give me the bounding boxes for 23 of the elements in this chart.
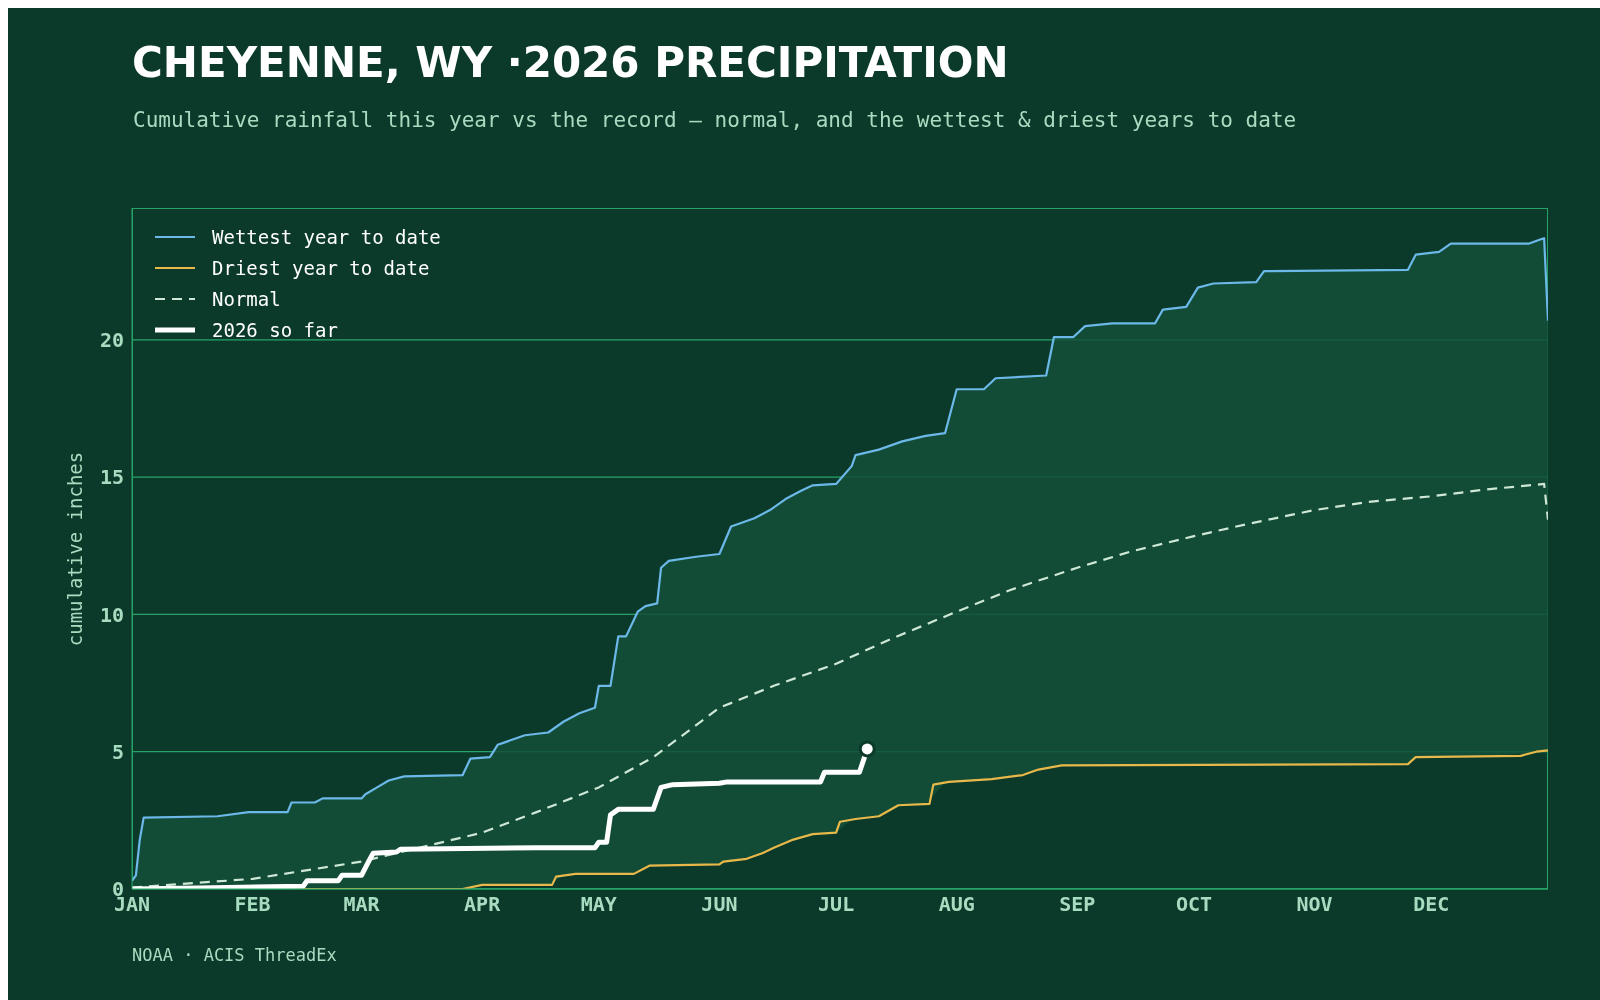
x-tick-label: FEB bbox=[234, 892, 271, 917]
x-tick-label: DEC bbox=[1413, 892, 1450, 917]
y-tick-label: 15 bbox=[99, 465, 124, 490]
legend-label: 2026 so far bbox=[212, 319, 338, 341]
x-tick-label: OCT bbox=[1175, 892, 1213, 917]
x-tick-label: SEP bbox=[1059, 892, 1096, 917]
y-tick-label: 5 bbox=[111, 739, 124, 764]
x-tick-label: MAY bbox=[580, 892, 617, 917]
x-tick-label: JUL bbox=[818, 892, 855, 917]
x-tick-label: AUG bbox=[938, 892, 975, 917]
legend-label: Normal bbox=[212, 288, 281, 310]
legend-label: Driest year to date bbox=[212, 257, 430, 279]
chart-subtitle: Cumulative rainfall this year vs the record — normal, and the wettest & driest years to date bbox=[133, 108, 1297, 132]
y-axis-title: cumulative inches bbox=[64, 451, 86, 646]
x-tick-label: NOV bbox=[1296, 892, 1333, 917]
x-tick-label: JUN bbox=[701, 892, 738, 917]
legend-label: Wettest year to date bbox=[212, 226, 441, 248]
x-tick-label: APR bbox=[464, 892, 502, 917]
chart-title: CHEYENNE, WY ·2026 PRECIPITATION bbox=[132, 38, 1009, 87]
y-tick-label: 10 bbox=[99, 602, 124, 627]
x-tick-label: MAR bbox=[343, 892, 381, 917]
y-tick-label: 20 bbox=[99, 327, 124, 352]
text: NOAA · ACIS ThreadEx bbox=[132, 945, 337, 965]
